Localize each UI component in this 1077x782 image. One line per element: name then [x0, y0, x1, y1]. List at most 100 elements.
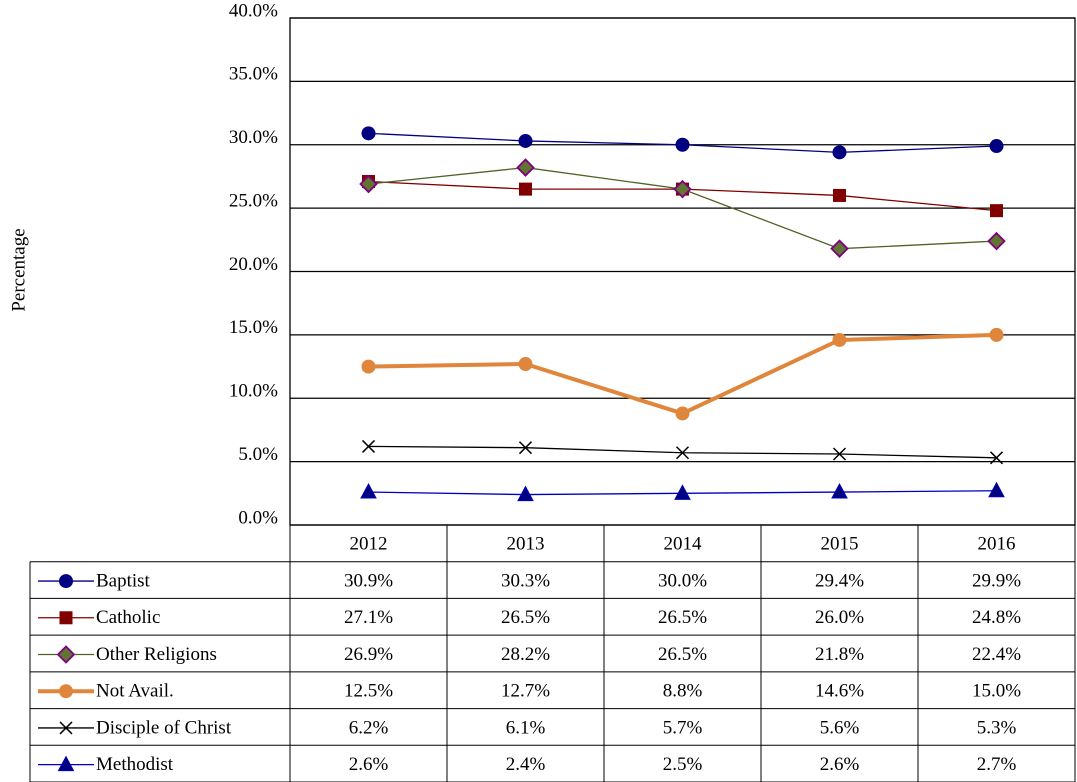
- table-value: 6.2%: [349, 717, 389, 738]
- legend-marker: [56, 645, 76, 664]
- marker-shape: [832, 447, 847, 461]
- marker: [518, 133, 533, 148]
- table-value: 15.0%: [972, 681, 1021, 702]
- marker-shape: [519, 182, 532, 196]
- marker-shape: [516, 158, 535, 177]
- table-value: 6.1%: [506, 717, 546, 738]
- marker: [359, 174, 378, 194]
- table-value: 26.5%: [658, 644, 707, 665]
- marker: [517, 485, 534, 502]
- legend-marker: [59, 611, 73, 625]
- table-value: 26.5%: [658, 607, 707, 628]
- table-value: 2.5%: [663, 754, 703, 775]
- marker-shape: [59, 684, 73, 699]
- marker-shape: [359, 174, 378, 194]
- marker-shape: [518, 441, 533, 455]
- table-value: 5.6%: [820, 717, 860, 738]
- marker: [361, 126, 376, 141]
- plot-border: [289, 17, 1076, 526]
- marker: [989, 327, 1004, 342]
- table-value: 26.0%: [815, 607, 864, 628]
- y-tick-label: 40.0%: [229, 0, 278, 21]
- marker: [361, 439, 376, 453]
- marker-shape: [361, 126, 376, 141]
- table-value: 2.7%: [977, 754, 1017, 775]
- legend-marker: [59, 684, 73, 699]
- marker-shape: [673, 179, 692, 199]
- marker: [675, 446, 690, 460]
- marker-shape: [59, 611, 73, 625]
- y-tick-label: 0.0%: [238, 507, 278, 528]
- marker-shape: [675, 406, 690, 421]
- marker-shape: [675, 446, 690, 460]
- marker-shape: [990, 204, 1003, 218]
- marker: [830, 239, 849, 258]
- marker: [519, 182, 532, 196]
- marker: [673, 179, 692, 199]
- marker: [516, 158, 535, 177]
- marker: [675, 406, 690, 421]
- marker: [360, 482, 377, 499]
- x-tick-label: 2013: [507, 534, 545, 555]
- marker-shape: [832, 332, 847, 347]
- marker-shape: [989, 139, 1004, 154]
- marker-shape: [57, 755, 75, 772]
- marker: [832, 447, 847, 461]
- table-value: 2.6%: [349, 754, 389, 775]
- y-axis-label: Percentage: [8, 228, 29, 311]
- y-tick-label: 25.0%: [229, 190, 278, 211]
- y-tick-label: 10.0%: [229, 381, 278, 402]
- legend-marker: [59, 721, 73, 735]
- y-tick-label: 15.0%: [229, 317, 278, 338]
- table-value: 8.8%: [663, 681, 703, 702]
- table-value: 5.3%: [977, 717, 1017, 738]
- y-tick-label: 20.0%: [229, 254, 278, 275]
- table-value: 26.5%: [501, 607, 550, 628]
- marker-shape: [674, 484, 691, 500]
- marker: [674, 484, 691, 500]
- marker-shape: [989, 451, 1004, 465]
- marker: [989, 451, 1004, 465]
- marker-shape: [989, 327, 1004, 342]
- table-value: 30.3%: [501, 570, 550, 591]
- y-tick-label: 30.0%: [229, 127, 278, 148]
- legend-label: Not Avail.: [96, 681, 174, 702]
- marker-shape: [361, 439, 376, 453]
- marker-shape: [831, 482, 848, 499]
- table-value: 12.7%: [501, 681, 550, 702]
- marker-shape: [518, 133, 533, 148]
- table-value: 14.6%: [815, 681, 864, 702]
- legend-label: Methodist: [96, 754, 174, 775]
- legend-marker: [59, 574, 73, 589]
- legend-label: Baptist: [96, 570, 151, 591]
- marker: [990, 204, 1003, 218]
- marker: [987, 231, 1006, 251]
- marker-shape: [59, 721, 73, 735]
- table-value: 28.2%: [501, 644, 550, 665]
- series-line: [368, 332, 997, 416]
- x-tick-label: 2016: [978, 534, 1016, 555]
- marker: [361, 359, 376, 374]
- marker: [988, 481, 1005, 498]
- table-value: 2.4%: [506, 754, 546, 775]
- table-value: 27.1%: [344, 607, 393, 628]
- marker: [831, 482, 848, 499]
- marker-shape: [518, 357, 533, 372]
- marker: [675, 137, 690, 152]
- table-value: 29.4%: [815, 570, 864, 591]
- table-value: 30.0%: [658, 570, 707, 591]
- table-value: 5.7%: [663, 717, 703, 738]
- x-tick-label: 2012: [350, 534, 388, 555]
- marker-shape: [59, 574, 73, 589]
- marker: [833, 188, 846, 202]
- marker: [518, 357, 533, 372]
- table-value: 29.9%: [972, 570, 1021, 591]
- table-value: 21.8%: [815, 644, 864, 665]
- marker-shape: [361, 359, 376, 374]
- table-value: 24.8%: [972, 607, 1021, 628]
- marker-shape: [833, 188, 846, 202]
- marker-shape: [830, 239, 849, 258]
- marker: [518, 441, 533, 455]
